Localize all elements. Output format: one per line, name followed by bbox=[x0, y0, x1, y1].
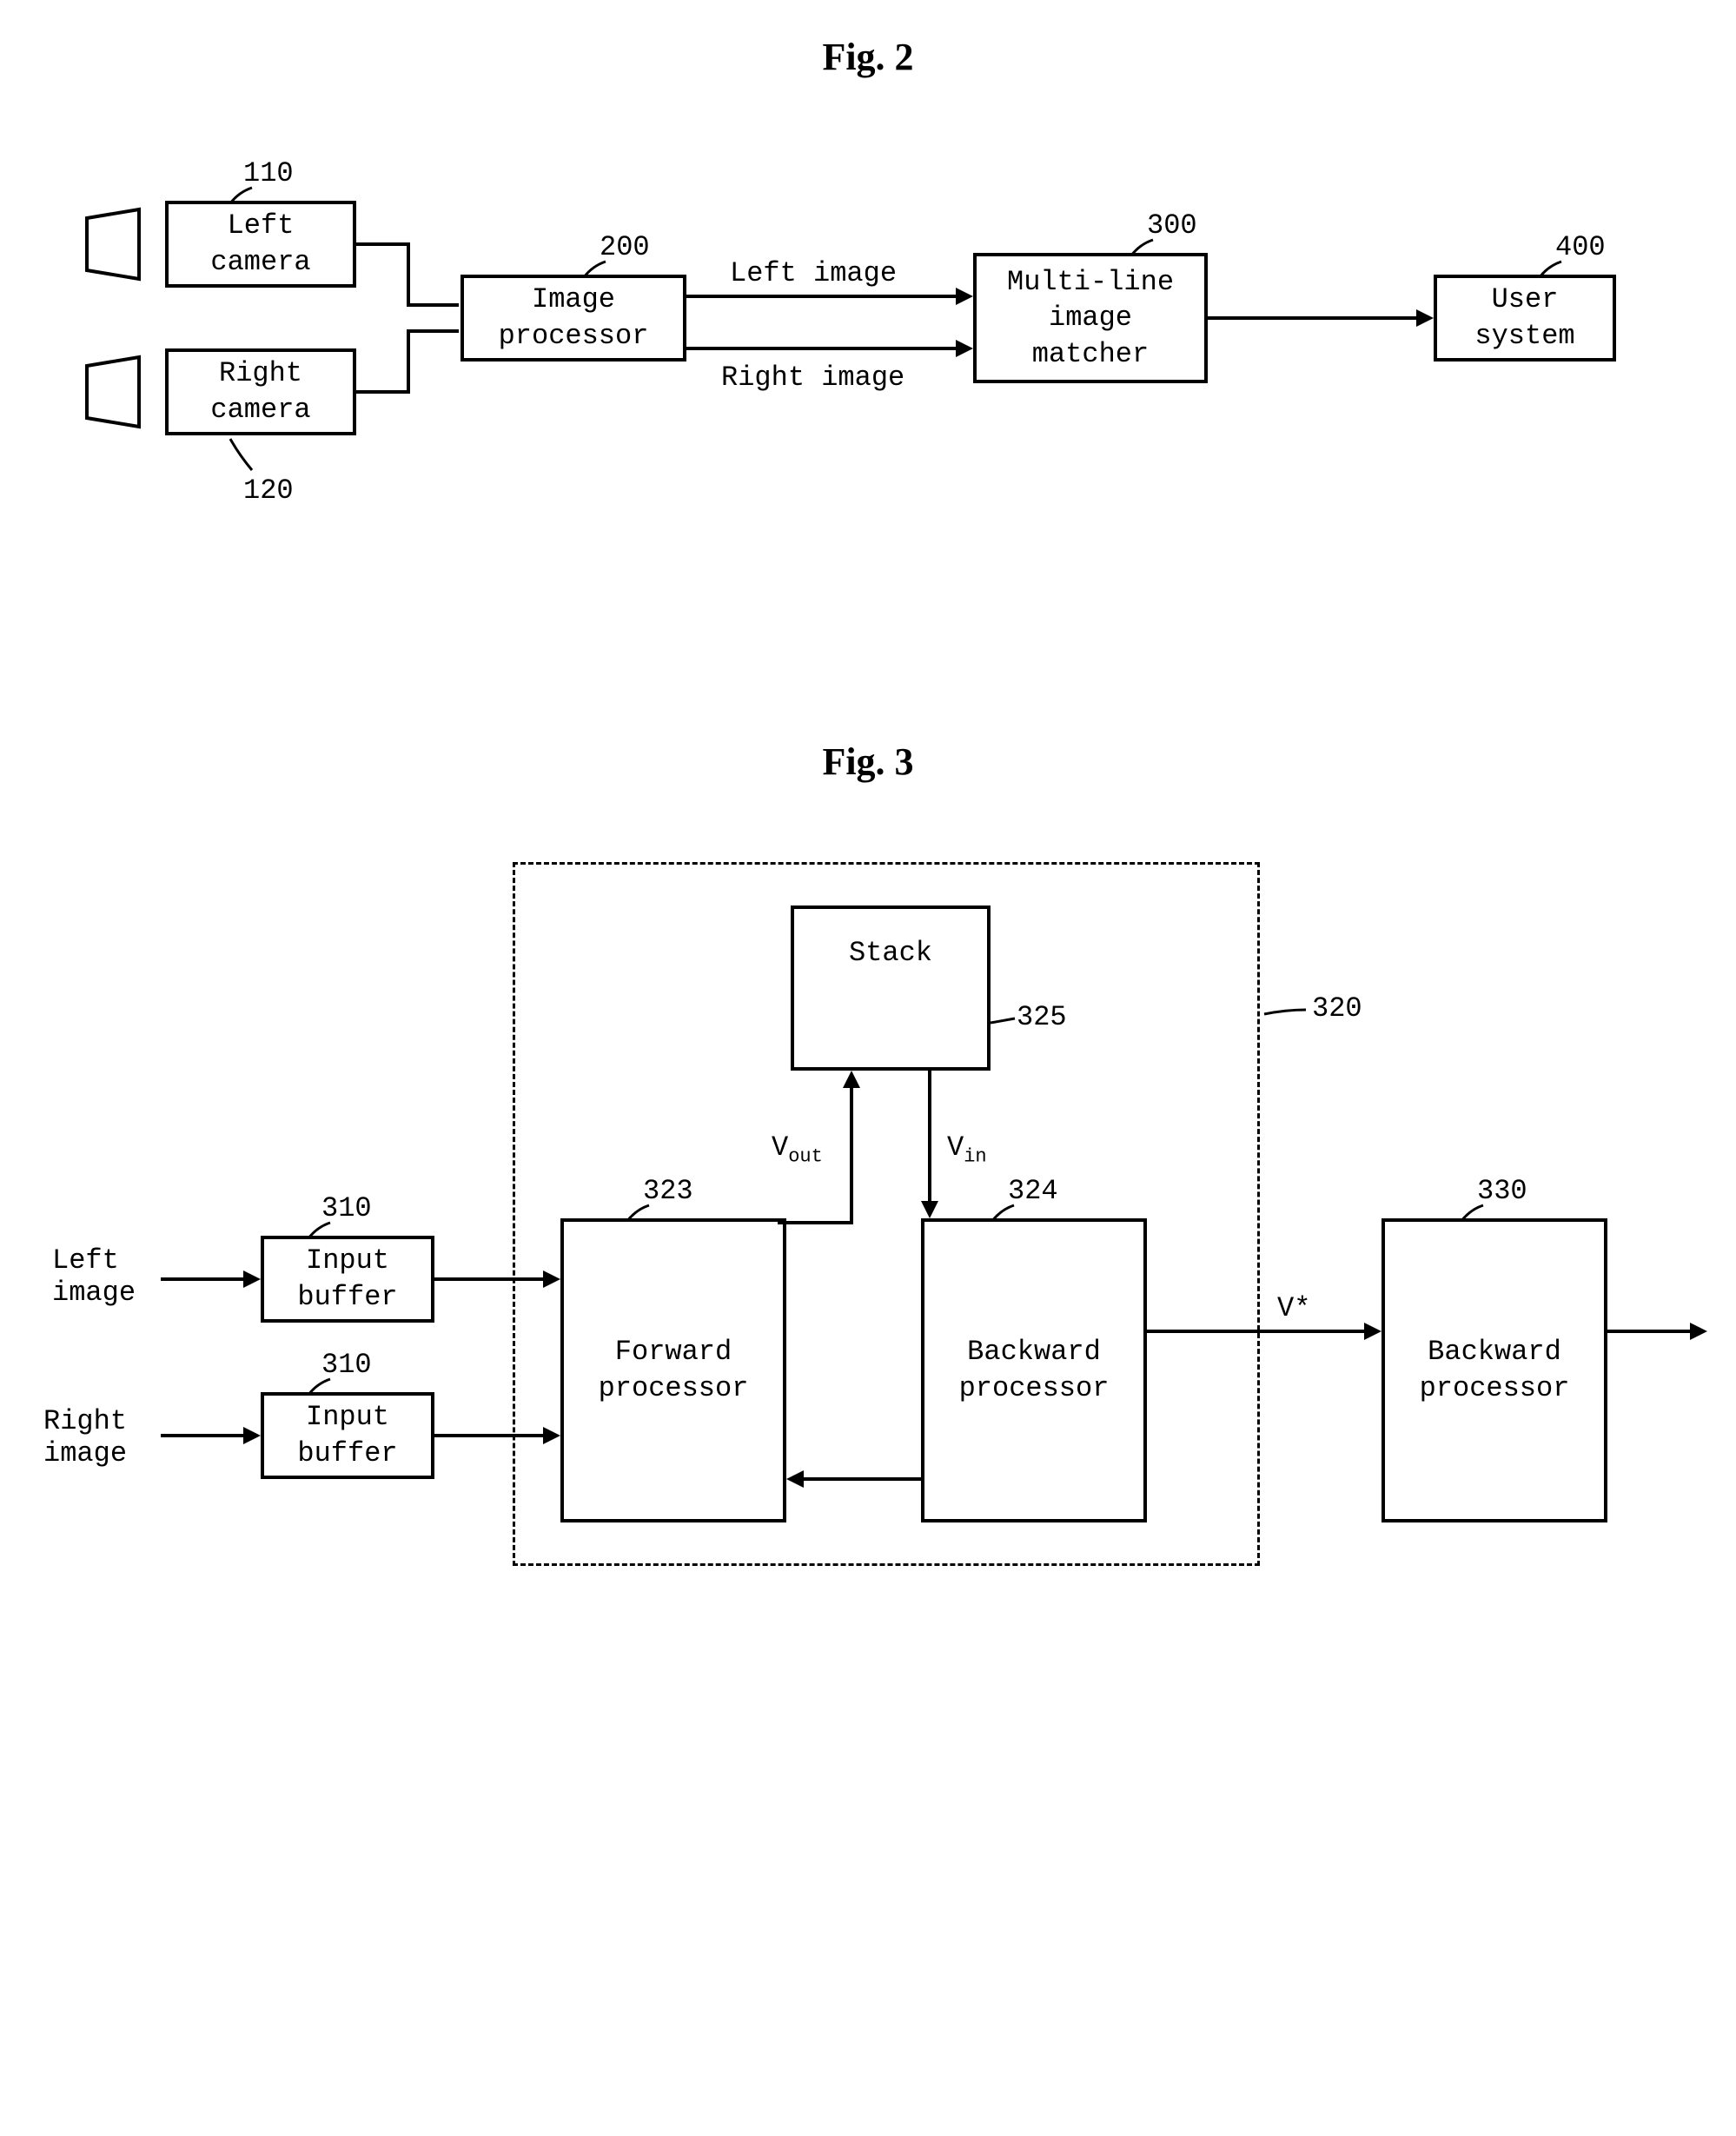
input-buffer-bot: Input buffer bbox=[261, 1392, 434, 1479]
image-processor-ref: 200 bbox=[600, 231, 650, 263]
arrow-rightcam-proc bbox=[356, 331, 469, 401]
fig2-container: Left camera 110 Right camera 120 Image p… bbox=[35, 131, 1701, 566]
arrow-leftcam-proc bbox=[356, 244, 469, 314]
forward-ref: 323 bbox=[643, 1175, 693, 1207]
backward1-ref: 324 bbox=[1008, 1175, 1058, 1207]
forward-processor: Forward processor bbox=[560, 1218, 786, 1522]
arrow-leftin-buf bbox=[161, 1270, 265, 1297]
right-camera-ref-tick bbox=[230, 437, 256, 472]
arrow-proc-matcher-top bbox=[686, 288, 982, 314]
left-camera-box: Left camera bbox=[165, 201, 356, 288]
dashed-ref-tick bbox=[1264, 1010, 1308, 1027]
right-camera-ref: 120 bbox=[243, 474, 294, 507]
backward-processor-2: Backward processor bbox=[1382, 1218, 1607, 1522]
fig3-title: Fig. 3 bbox=[35, 740, 1701, 784]
input-buffer-top-ref: 310 bbox=[321, 1192, 372, 1224]
vin-label: Vin bbox=[947, 1131, 987, 1167]
right-image-in: Right image bbox=[43, 1405, 127, 1469]
left-image-label: Left image bbox=[730, 257, 897, 289]
matcher-ref: 300 bbox=[1147, 209, 1197, 242]
right-camera-box: Right camera bbox=[165, 348, 356, 435]
left-image-in: Left image bbox=[52, 1244, 136, 1309]
backward2-ref: 330 bbox=[1477, 1175, 1527, 1207]
right-camera-lens bbox=[87, 357, 165, 427]
input-buffer-bot-ref: 310 bbox=[321, 1349, 372, 1381]
input-buffer-top: Input buffer bbox=[261, 1236, 434, 1323]
fig2-title: Fig. 2 bbox=[35, 35, 1701, 79]
user-system-ref: 400 bbox=[1555, 231, 1606, 263]
arrow-bwd2-out bbox=[1607, 1323, 1712, 1349]
fig3-container: 320 Left image Right image Input buffer … bbox=[35, 836, 1701, 1618]
matcher-box: Multi-line image matcher bbox=[973, 253, 1208, 383]
backward-processor-1: Backward processor bbox=[921, 1218, 1147, 1522]
right-image-label: Right image bbox=[721, 362, 904, 394]
arrow-rightin-buf bbox=[161, 1427, 265, 1453]
stack-ref: 325 bbox=[1017, 1001, 1067, 1033]
user-system-box: User system bbox=[1434, 275, 1616, 362]
dashed-ref: 320 bbox=[1312, 992, 1362, 1025]
left-camera-lens bbox=[87, 209, 165, 279]
vstar-label: V* bbox=[1277, 1292, 1310, 1324]
left-camera-ref: 110 bbox=[243, 157, 294, 189]
image-processor-box: Image processor bbox=[461, 275, 686, 362]
arrow-matcher-user bbox=[1208, 309, 1442, 335]
vout-label: Vout bbox=[772, 1131, 823, 1167]
stack-box: Stack bbox=[791, 905, 991, 1071]
